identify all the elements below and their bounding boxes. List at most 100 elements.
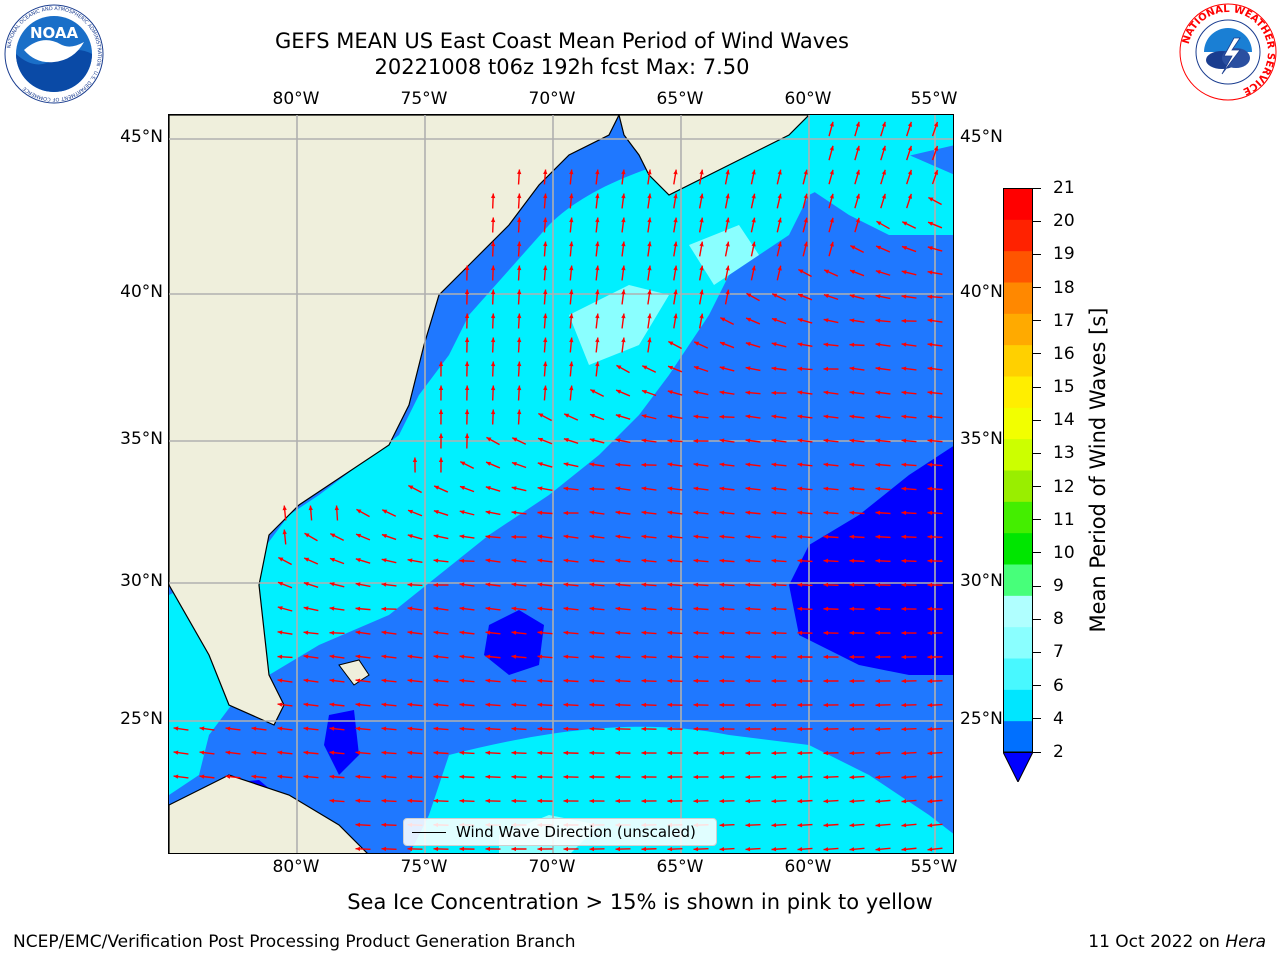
wind-wave-arrow: [641, 534, 657, 539]
wind-wave-arrow: [745, 678, 761, 684]
wind-wave-arrow: [693, 534, 709, 539]
wind-wave-arrow: [485, 750, 501, 756]
wind-wave-arrow: [615, 582, 631, 587]
wind-wave-arrow: [407, 678, 423, 683]
footer-date-text: 11 Oct 2022 on: [1088, 932, 1220, 952]
wind-wave-arrow: [464, 409, 470, 425]
wind-wave-arrow: [667, 462, 683, 467]
wind-wave-arrow: [849, 750, 865, 756]
wind-wave-arrow: [277, 750, 293, 755]
wind-wave-arrow: [355, 702, 371, 707]
wind-wave-arrow: [511, 486, 527, 492]
wind-wave-arrow: [459, 582, 475, 587]
wind-wave-arrow: [667, 390, 683, 396]
wind-wave-arrow: [517, 217, 522, 233]
colorbar-tick-label: 17: [1053, 310, 1075, 331]
wind-wave-arrow: [511, 702, 527, 707]
wind-wave-arrow: [771, 486, 787, 491]
wind-wave-arrow: [693, 341, 709, 349]
colorbar-tick-label: 7: [1053, 642, 1064, 663]
colorbar-tick-mark: [1033, 253, 1041, 255]
wind-wave-arrow: [647, 169, 652, 185]
wind-wave-arrow: [797, 390, 813, 395]
wind-wave-arrow: [433, 846, 449, 852]
wind-wave-arrow: [745, 774, 761, 780]
wind-wave-arrow: [459, 654, 475, 659]
wind-wave-arrow: [901, 726, 917, 732]
wind-wave-arrow: [901, 847, 917, 852]
wind-wave-arrow: [875, 823, 891, 828]
wind-wave-arrow: [433, 702, 449, 707]
wind-wave-arrow: [931, 169, 939, 185]
wind-wave-arrow: [569, 337, 574, 353]
wind-wave-arrow: [589, 510, 605, 515]
wind-wave-arrow: [849, 774, 865, 780]
wind-wave-arrow: [641, 702, 657, 708]
wind-wave-arrow: [459, 534, 475, 539]
colorbar-segment: [1003, 470, 1033, 502]
wind-wave-arrow: [849, 294, 865, 300]
wind-wave-arrow: [771, 582, 787, 587]
wind-wave-arrow: [303, 630, 319, 635]
wind-wave-arrow: [771, 534, 787, 539]
wind-wave-arrow: [563, 846, 579, 852]
wind-wave-arrow: [459, 461, 475, 469]
wind-wave-arrow: [693, 750, 709, 756]
colorbar-tick-label: 9: [1053, 576, 1064, 597]
wind-wave-arrow: [589, 582, 605, 587]
wind-wave-arrow: [511, 437, 527, 445]
wind-wave-arrow: [927, 342, 943, 347]
colorbar-segment: [1003, 658, 1033, 690]
wind-wave-arrow: [673, 313, 678, 329]
wind-wave-arrow: [875, 726, 891, 732]
wind-wave-arrow: [485, 582, 501, 587]
wind-wave-arrow: [849, 390, 865, 395]
wind-wave-arrow: [537, 678, 553, 683]
wind-wave-arrow: [719, 534, 735, 539]
wind-wave-arrow: [517, 313, 522, 329]
wind-wave-arrow: [543, 361, 548, 377]
wind-wave-arrow: [303, 750, 319, 755]
wind-wave-arrow: [854, 145, 860, 161]
wind-wave-arrow: [490, 385, 496, 401]
wind-wave-arrow: [459, 750, 475, 755]
colorbar-label: Mean Period of Wind Waves [s]: [1086, 307, 1110, 633]
ocean-4-6s-field: [729, 135, 953, 235]
wind-wave-arrow: [724, 289, 730, 305]
wind-wave-arrow: [719, 390, 735, 395]
legend-line-swatch: [412, 832, 446, 833]
wind-wave-arrow: [771, 654, 787, 660]
lon-label-bottom: 65°W: [656, 857, 704, 877]
wind-wave-arrow: [745, 366, 761, 372]
wind-wave-arrow: [647, 265, 652, 281]
lat-label-left: 25°N: [120, 709, 163, 729]
wind-wave-arrow: [490, 193, 496, 209]
wind-wave-arrow: [875, 534, 891, 540]
wind-wave-arrow: [823, 702, 839, 708]
wind-wave-arrow: [849, 606, 865, 612]
colorbar-tick-mark: [1033, 651, 1041, 653]
ocean-under-2s-field: [484, 610, 544, 675]
wind-wave-arrow: [928, 196, 942, 206]
wind-wave-arrow: [563, 654, 579, 659]
wind-wave-arrow: [355, 582, 371, 588]
wind-wave-arrow: [485, 654, 501, 659]
nova-scotia-land: [618, 115, 810, 196]
wind-wave-arrow: [724, 241, 730, 257]
colorbar-tick-mark: [1033, 519, 1041, 521]
wind-wave-arrow: [745, 654, 761, 660]
wind-wave-arrow: [875, 438, 891, 443]
wind-wave-arrow: [828, 169, 834, 185]
wind-wave-arrow: [569, 241, 574, 257]
wind-wave-arrow: [750, 265, 756, 281]
wind-wave-arrow: [615, 438, 631, 444]
wind-wave-arrow: [901, 438, 917, 443]
wind-wave-arrow: [745, 726, 761, 732]
wind-wave-arrow: [750, 169, 756, 185]
wind-wave-arrow: [490, 289, 496, 305]
wind-wave-arrow: [381, 630, 397, 635]
wind-wave-arrow: [464, 433, 470, 449]
wind-wave-arrow: [517, 337, 522, 353]
wind-wave-arrow: [854, 217, 860, 233]
wind-wave-arrow: [282, 529, 287, 545]
